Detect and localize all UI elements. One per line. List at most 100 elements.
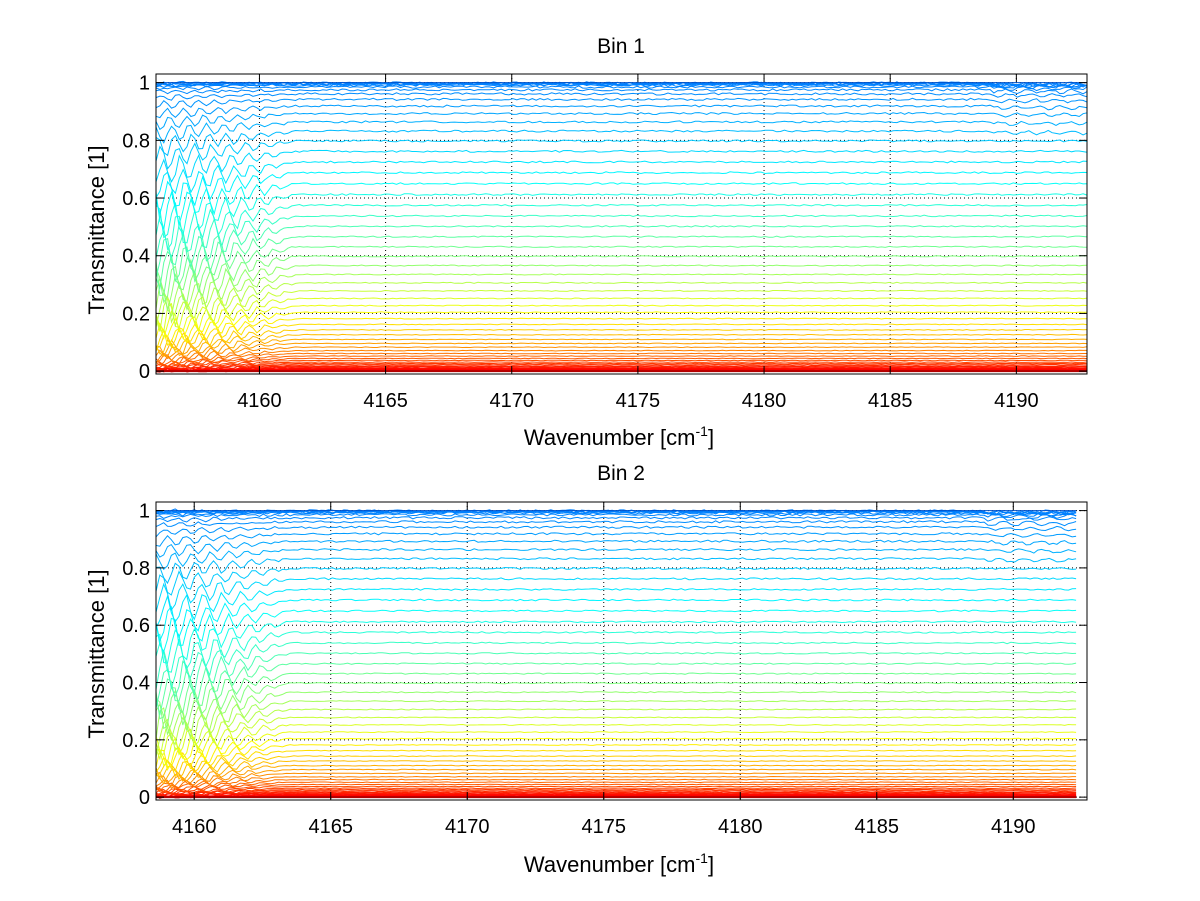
subplot-1-xlabel-main: Wavenumber [cm bbox=[524, 425, 696, 450]
subplot-1-xticks: 4160 4165 4170 4175 4180 4185 4190 bbox=[237, 74, 1039, 412]
subplot-bin-2: Bin 2 Transmittance [1] Wavenumber [cm-1… bbox=[84, 462, 1088, 877]
spectrum-line bbox=[155, 149, 1088, 183]
spectrum-line bbox=[155, 598, 1077, 643]
spectrum-line bbox=[155, 641, 1077, 690]
subplot-2-xlabel-superscript: -1 bbox=[696, 850, 709, 866]
spectrum-line bbox=[155, 652, 1077, 709]
x-tick-label: 4190 bbox=[991, 816, 1036, 838]
spectrum-line bbox=[155, 235, 1088, 291]
spectrum-line bbox=[155, 723, 1077, 756]
spectrum-line bbox=[155, 691, 1077, 737]
subplot-1-xlabel: Wavenumber [cm-1] bbox=[524, 423, 714, 450]
spectrum-line bbox=[155, 631, 1077, 673]
spectrum-line bbox=[155, 708, 1077, 758]
subplot-1-xlabel-end: ] bbox=[708, 425, 714, 450]
subplot-2-plot-area bbox=[155, 508, 1077, 799]
spectrum-line bbox=[155, 792, 1077, 797]
x-tick-label: 4160 bbox=[237, 390, 282, 412]
spectrum-line bbox=[155, 557, 1077, 585]
spectrum-line bbox=[155, 789, 1077, 796]
x-tick-label: 4180 bbox=[718, 816, 763, 838]
y-tick-label: 1 bbox=[139, 73, 150, 95]
spectrum-line bbox=[155, 772, 1077, 788]
y-tick-label: 0.6 bbox=[122, 615, 150, 637]
subplot-bin-1: Bin 1 Transmittance [1] Wavenumber [cm-1… bbox=[84, 35, 1088, 450]
spectrum-line bbox=[155, 788, 1077, 795]
spectrum-line bbox=[155, 363, 1088, 370]
spectrum-line bbox=[155, 764, 1077, 785]
x-tick-label: 4180 bbox=[742, 390, 787, 412]
spectrum-line bbox=[155, 304, 1088, 340]
spectrum-line bbox=[155, 355, 1088, 366]
y-tick-label: 0.6 bbox=[122, 188, 150, 210]
spectrum-line bbox=[155, 361, 1088, 369]
spectrum-line bbox=[155, 737, 1077, 771]
spectrum-line bbox=[155, 525, 1077, 538]
spectrum-line bbox=[155, 111, 1088, 131]
spectrum-line bbox=[155, 731, 1077, 767]
spectrum-line bbox=[155, 182, 1088, 231]
spectrum-line bbox=[155, 225, 1088, 278]
y-tick-label: 0.8 bbox=[122, 558, 150, 580]
spectrum-line bbox=[155, 513, 1077, 519]
spectrum-line bbox=[155, 97, 1088, 109]
spectrum-line bbox=[155, 662, 1077, 716]
spectrum-line bbox=[155, 681, 1077, 730]
x-tick-label: 4165 bbox=[308, 816, 353, 838]
spectrum-line bbox=[155, 768, 1077, 784]
subplot-2-xlabel: Wavenumber [cm-1] bbox=[524, 850, 714, 877]
spectrum-line bbox=[155, 273, 1088, 318]
spectrum-line bbox=[155, 539, 1077, 558]
subplot-1-plot-area bbox=[155, 80, 1088, 373]
subplot-2-title: Bin 2 bbox=[597, 462, 645, 485]
subplot-1-axes bbox=[155, 73, 1088, 375]
y-tick-label: 0.4 bbox=[122, 246, 150, 268]
y-tick-label: 0.2 bbox=[122, 730, 150, 752]
spectrum-line bbox=[155, 104, 1088, 119]
spectrum-line bbox=[155, 362, 1088, 368]
x-tick-label: 4165 bbox=[363, 390, 408, 412]
spectrum-line bbox=[155, 289, 1088, 332]
spectrum-line bbox=[155, 264, 1088, 311]
spectrum-line bbox=[155, 129, 1088, 157]
y-tick-label: 0 bbox=[139, 361, 150, 383]
spectrum-line bbox=[155, 139, 1088, 170]
spectrum-line bbox=[155, 333, 1088, 355]
subplot-2-yticks: 0 0.2 0.4 0.6 0.8 1 bbox=[122, 501, 1087, 809]
spectrum-line bbox=[155, 82, 1088, 88]
spectrum-line bbox=[155, 214, 1088, 259]
spectrum-line bbox=[155, 587, 1077, 629]
axes-box bbox=[155, 73, 1088, 375]
spectrum-line bbox=[155, 520, 1077, 528]
spectrum-line bbox=[155, 311, 1088, 340]
spectrum-line bbox=[155, 787, 1077, 794]
spectrum-line bbox=[155, 781, 1077, 792]
x-tick-label: 4175 bbox=[616, 390, 661, 412]
spectrum-line bbox=[155, 366, 1088, 370]
spectrum-line bbox=[155, 328, 1088, 351]
spectrum-line bbox=[155, 338, 1088, 357]
spectrum-line bbox=[155, 342, 1088, 358]
subplot-2-ylabel: Transmittance [1] bbox=[84, 569, 109, 738]
spectrum-line bbox=[155, 775, 1077, 790]
spectrum-line bbox=[155, 297, 1088, 332]
spectrum-line bbox=[155, 508, 1077, 515]
spectrum-line bbox=[155, 783, 1077, 793]
spectrum-line bbox=[155, 203, 1088, 251]
spectrum-line bbox=[155, 193, 1088, 239]
spectrum-line bbox=[155, 255, 1087, 304]
subplot-1-yticks: 0 0.2 0.4 0.6 0.8 1 bbox=[122, 73, 1087, 383]
spectrum-line bbox=[155, 620, 1077, 664]
spectrum-line bbox=[155, 92, 1088, 101]
spectrum-line bbox=[155, 281, 1088, 328]
spectrum-line bbox=[155, 365, 1087, 371]
y-tick-label: 0.2 bbox=[122, 303, 150, 325]
spectrum-line bbox=[155, 317, 1087, 346]
spectrum-line bbox=[155, 744, 1077, 768]
spectrum-line bbox=[155, 120, 1088, 144]
x-tick-label: 4170 bbox=[489, 390, 534, 412]
spectrum-line bbox=[155, 352, 1087, 363]
y-tick-label: 0.8 bbox=[122, 130, 150, 152]
spectrum-line bbox=[155, 532, 1077, 547]
